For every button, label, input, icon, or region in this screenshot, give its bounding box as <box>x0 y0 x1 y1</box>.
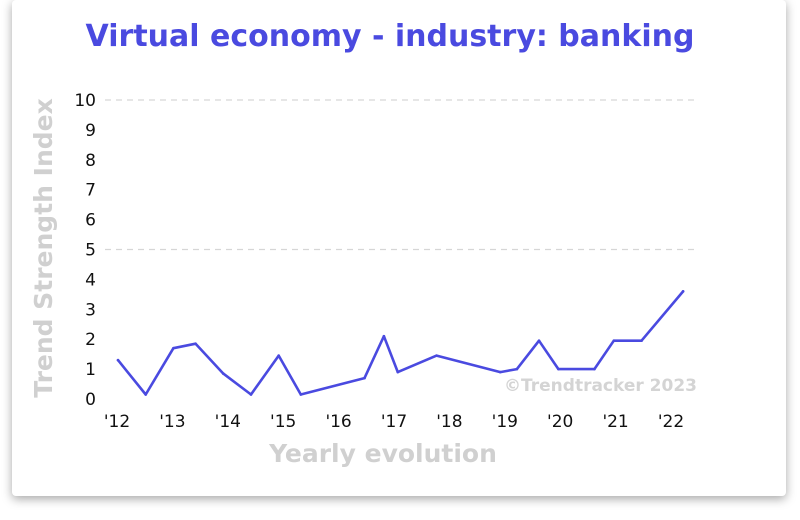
data-point <box>299 393 303 396</box>
data-point <box>363 376 366 380</box>
y-tick-label: 0 <box>85 390 96 410</box>
y-tick-label: 3 <box>85 300 96 320</box>
data-point <box>681 290 685 293</box>
y-tick-label: 6 <box>85 211 96 231</box>
data-point <box>144 393 147 396</box>
y-tick-label: 7 <box>85 181 96 201</box>
x-tick-label: '14 <box>215 412 241 432</box>
data-point <box>194 342 197 345</box>
y-tick-label: 2 <box>85 330 96 350</box>
x-tick-label: '19 <box>492 412 518 432</box>
data-point <box>172 346 175 350</box>
x-tick-labels: '12 '13 '14 '15 '16 '17 '18 '19 '20 '21 '22 <box>104 412 684 432</box>
grid <box>105 99 695 251</box>
y-tick-label: 4 <box>85 270 96 290</box>
data-point <box>498 370 502 374</box>
data-point <box>612 339 616 342</box>
y-tick-label: 5 <box>85 241 96 261</box>
y-tick-label: 9 <box>85 121 96 141</box>
x-tick-label: '12 <box>104 412 130 432</box>
data-point <box>593 367 596 371</box>
data-point <box>537 339 541 342</box>
data-point <box>249 393 253 396</box>
x-tick-label: '13 <box>159 412 185 432</box>
data-point <box>116 358 120 362</box>
data-point <box>221 372 225 375</box>
series-group <box>116 290 685 396</box>
x-tick-label: '18 <box>436 412 462 432</box>
x-tick-label: '16 <box>325 412 351 432</box>
x-tick-label: '17 <box>381 412 407 432</box>
x-axis-title: Yearly evolution <box>268 439 497 468</box>
x-tick-label: '22 <box>658 412 684 432</box>
data-point <box>277 354 280 357</box>
y-axis-title: Trend Strength Index <box>29 98 58 397</box>
x-tick-label: '21 <box>602 412 628 432</box>
data-point <box>557 367 560 371</box>
series-line <box>116 290 685 396</box>
chart-title: Virtual economy - industry: banking <box>86 19 695 54</box>
data-point <box>396 370 400 374</box>
x-tick-label: '20 <box>547 412 573 432</box>
x-tick-label: '15 <box>270 412 296 432</box>
y-tick-label: 10 <box>74 91 96 111</box>
y-tick-label: 1 <box>85 360 96 380</box>
data-point <box>640 339 643 342</box>
chart-card <box>12 0 786 496</box>
data-point <box>382 334 386 338</box>
watermark: ©Trendtracker 2023 <box>504 376 697 396</box>
data-point <box>435 354 438 357</box>
y-tick-labels: 0 1 2 3 4 5 6 7 8 9 10 <box>74 91 96 410</box>
data-point <box>515 367 519 371</box>
y-tick-label: 8 <box>85 151 96 171</box>
